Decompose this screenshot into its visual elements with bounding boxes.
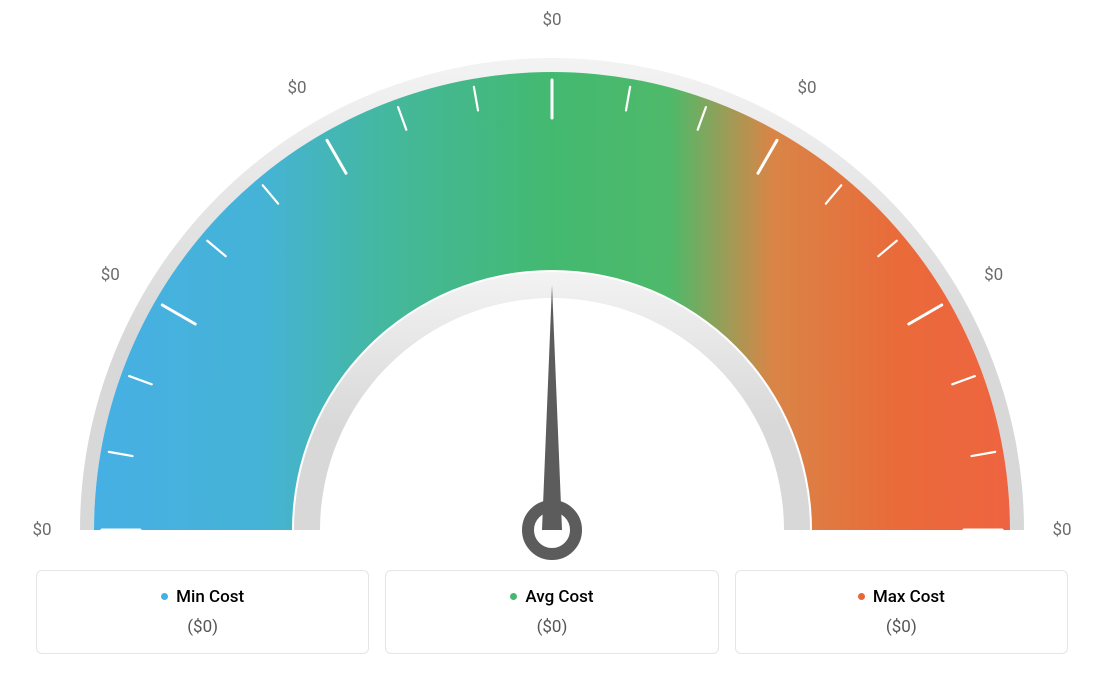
gauge-tick-label: $0 — [797, 78, 816, 98]
legend-avg-value: ($0) — [406, 617, 697, 637]
legend-max-value: ($0) — [756, 617, 1047, 637]
legend-min-value: ($0) — [57, 617, 348, 637]
legend-avg-dot — [510, 593, 517, 600]
legend-min: Min Cost ($0) — [36, 570, 369, 654]
legend-max-label-row: Max Cost — [858, 587, 945, 607]
legend-min-label: Min Cost — [176, 587, 244, 607]
legend-avg-label: Avg Cost — [525, 587, 593, 607]
legend-max: Max Cost ($0) — [735, 570, 1068, 654]
gauge-tick-label: $0 — [287, 78, 306, 98]
gauge-tick-label: $0 — [32, 520, 51, 540]
cost-gauge-widget: $0 $0 $0 $0 $0 $0 $0 Min Cost ($0) Avg Cost ($… — [0, 0, 1104, 690]
legend-avg-label-row: Avg Cost — [510, 587, 593, 607]
gauge-tick-label: $0 — [984, 265, 1003, 285]
legend-avg: Avg Cost ($0) — [385, 570, 718, 654]
gauge-needle — [542, 285, 562, 530]
gauge-chart: $0 $0 $0 $0 $0 $0 $0 — [0, 0, 1104, 560]
legend-min-label-row: Min Cost — [161, 587, 244, 607]
gauge-svg — [0, 0, 1104, 560]
gauge-tick-label: $0 — [1052, 520, 1071, 540]
legend-row: Min Cost ($0) Avg Cost ($0) Max Cost ($0… — [0, 570, 1104, 654]
legend-max-dot — [858, 593, 865, 600]
legend-max-label: Max Cost — [873, 587, 945, 607]
gauge-tick-label: $0 — [542, 10, 561, 30]
legend-min-dot — [161, 593, 168, 600]
gauge-tick-label: $0 — [101, 265, 120, 285]
